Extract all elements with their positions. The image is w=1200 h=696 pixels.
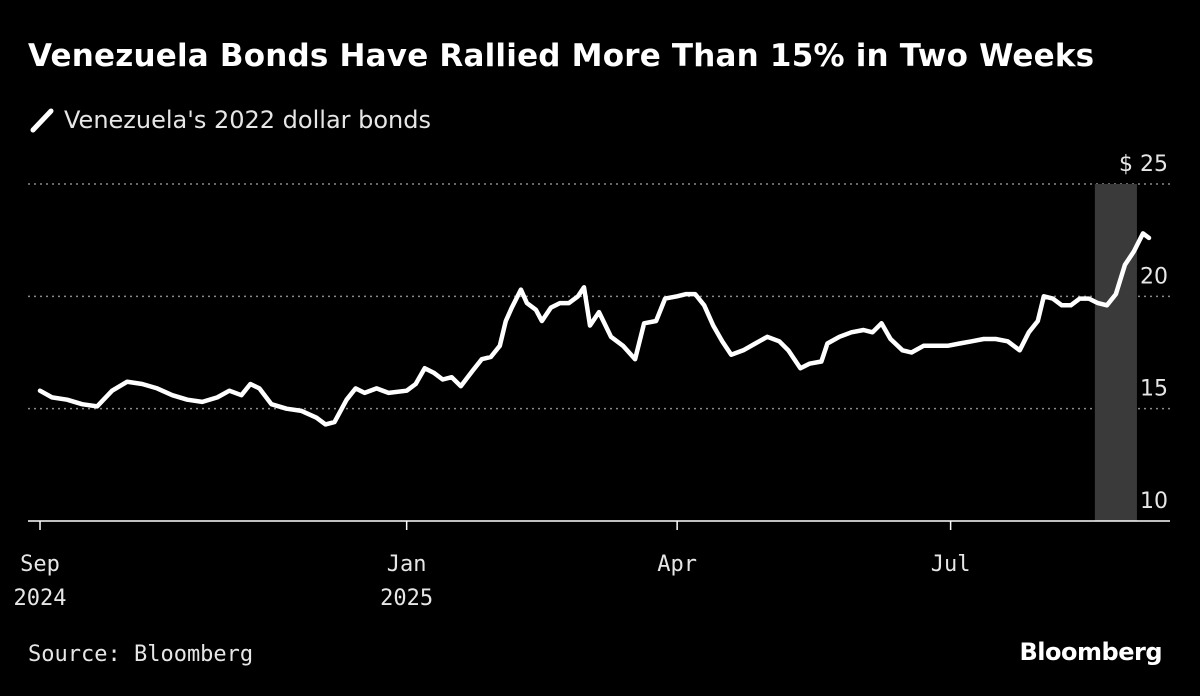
legend: Venezuela's 2022 dollar bonds xyxy=(30,106,431,134)
x-tick-year-2024: 2024 xyxy=(14,586,67,611)
y-tick-label-10: 10 xyxy=(1140,489,1168,514)
x-axis-labels: Sep 2024 Jan 2025 Apr Jul xyxy=(14,552,971,611)
y-tick-label-20: 20 xyxy=(1140,264,1168,289)
gridlines xyxy=(28,183,1170,410)
source-note: Source: Bloomberg xyxy=(28,642,254,667)
x-tick-label-sep: Sep xyxy=(20,552,60,577)
y-tick-label-25: $ 25 xyxy=(1119,152,1168,177)
y-axis-labels: $ 25 20 15 10 xyxy=(1119,152,1168,514)
y-tick-label-15: 15 xyxy=(1140,377,1168,402)
x-axis xyxy=(28,520,1170,530)
x-tick-label-jan: Jan xyxy=(387,552,427,577)
chart-title: Venezuela Bonds Have Rallied More Than 1… xyxy=(28,38,1095,74)
x-tick-year-2025: 2025 xyxy=(380,586,433,611)
legend-label: Venezuela's 2022 dollar bonds xyxy=(64,106,432,134)
x-tick-label-jul: Jul xyxy=(931,552,971,577)
bloomberg-logo: Bloomberg xyxy=(1019,638,1163,666)
highlight-band xyxy=(1094,184,1137,521)
series-layer xyxy=(37,231,1152,427)
highlight-rect xyxy=(1094,184,1137,521)
legend-line-icon xyxy=(30,108,54,133)
x-tick-label-apr: Apr xyxy=(657,552,697,577)
series-line-0 xyxy=(37,231,1152,427)
